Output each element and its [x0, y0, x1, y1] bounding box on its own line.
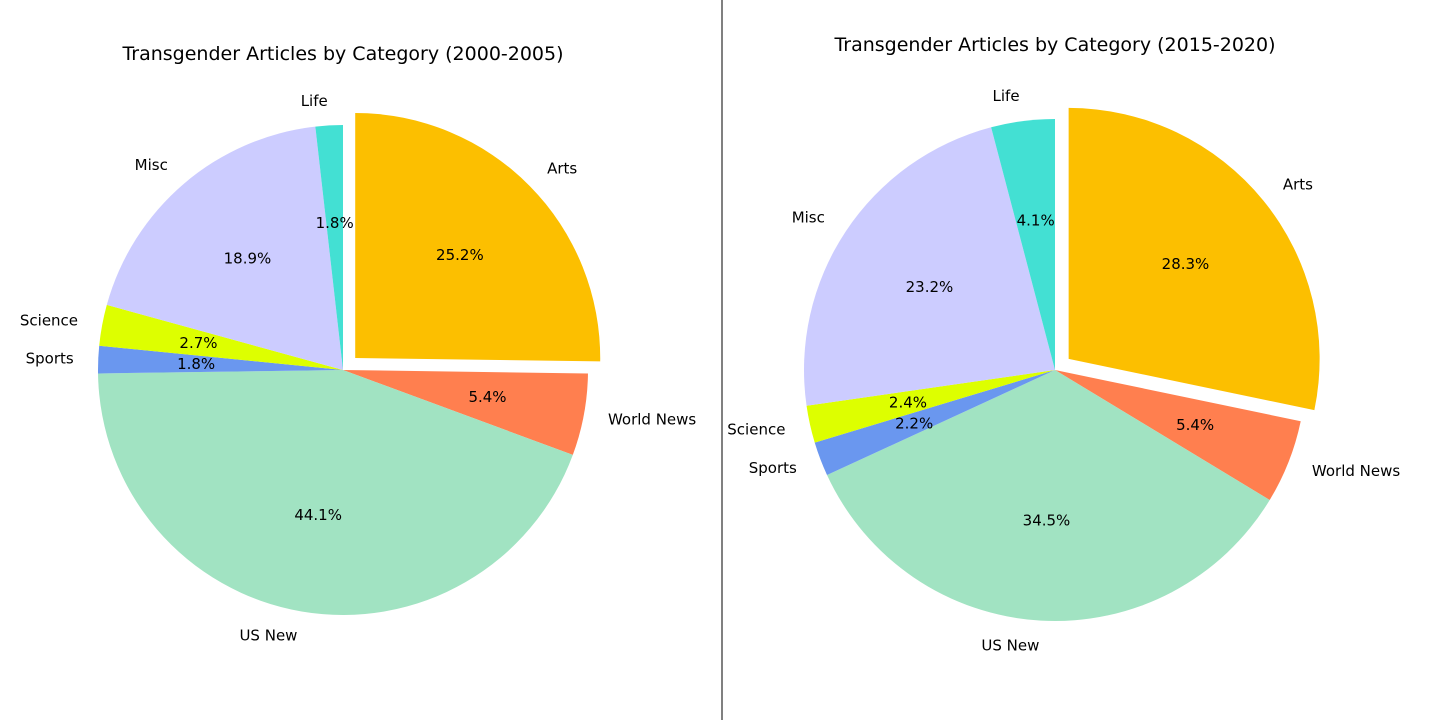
- pie-percent-label: 2.7%: [179, 334, 217, 352]
- pie-chart-2015-2020: Transgender Articles by Category (2015-2…: [727, 34, 1400, 655]
- pie-category-label: Science: [20, 312, 78, 330]
- pie-slice-misc: [106, 126, 343, 370]
- pie-category-label: World News: [1312, 462, 1400, 480]
- pie-percent-label: 1.8%: [177, 355, 215, 373]
- pie-percent-label: 2.4%: [889, 394, 927, 412]
- pie-slice-world-news: [343, 370, 588, 455]
- pie-percent-label: 1.8%: [316, 214, 354, 232]
- pie-percent-label: 18.9%: [224, 249, 272, 267]
- pie-percent-label: 25.2%: [436, 246, 484, 264]
- pie-slice-arts: [355, 112, 601, 362]
- pie-category-label: Arts: [547, 160, 577, 178]
- pie-slice-life: [991, 119, 1055, 370]
- pie-category-label: Science: [727, 421, 785, 439]
- pie-slice-life: [315, 125, 343, 370]
- pie-chart-2000-2005: Transgender Articles by Category (2000-2…: [20, 43, 697, 645]
- pie-category-label: Misc: [135, 156, 168, 174]
- pie-slice-world-news: [1055, 370, 1301, 501]
- pie-category-label: World News: [608, 410, 696, 428]
- pie-slice-sports: [97, 345, 343, 374]
- pie-slice-sports: [814, 370, 1055, 475]
- pie-percent-label: 23.2%: [906, 278, 954, 296]
- pie-slice-science: [806, 370, 1055, 443]
- pie-category-label: Sports: [749, 459, 797, 477]
- pie-category-label: Arts: [1283, 176, 1313, 194]
- pie-slice-us-new: [98, 370, 573, 615]
- pie-percent-label: 34.5%: [1023, 511, 1071, 529]
- pie-percent-label: 44.1%: [294, 506, 342, 524]
- pie-slice-arts: [1068, 107, 1320, 411]
- pie-category-label: Misc: [792, 208, 825, 226]
- pie-percent-label: 28.3%: [1162, 255, 1210, 273]
- pie-slice-us-new: [827, 370, 1270, 621]
- chart-title: Transgender Articles by Category (2015-2…: [833, 34, 1275, 56]
- pie-percent-label: 5.4%: [1176, 416, 1214, 434]
- chart-title: Transgender Articles by Category (2000-2…: [121, 43, 563, 65]
- pie-percent-label: 4.1%: [1017, 212, 1055, 230]
- pie-category-label: US New: [981, 637, 1039, 655]
- pie-category-label: US New: [239, 627, 297, 645]
- pie-category-label: Life: [301, 92, 328, 110]
- pie-category-label: Sports: [26, 350, 74, 368]
- pie-slice-science: [99, 304, 343, 370]
- pie-percent-label: 5.4%: [468, 388, 506, 406]
- pie-percent-label: 2.2%: [895, 414, 933, 432]
- pie-category-label: Life: [993, 87, 1020, 105]
- pie-slice-misc: [803, 127, 1055, 406]
